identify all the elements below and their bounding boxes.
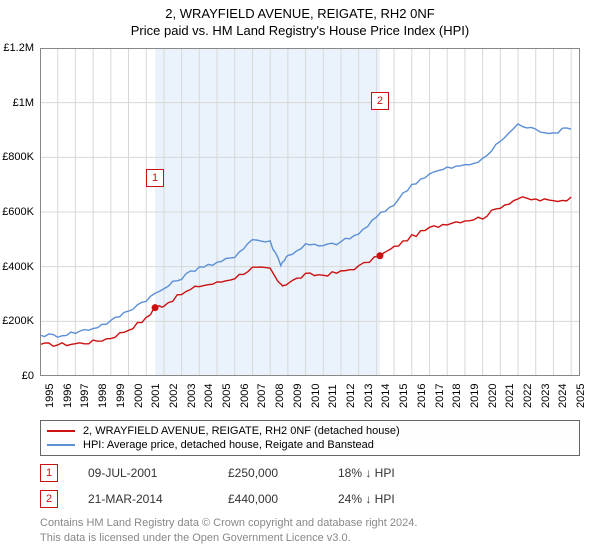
x-tick-label: 1998 xyxy=(97,384,109,408)
marker-table-row: 1 09-JUL-2001£250,00018% ↓ HPI xyxy=(40,460,580,486)
x-tick-label: 2017 xyxy=(434,384,446,408)
y-tick-label: £1.2M xyxy=(3,42,34,54)
legend-swatch xyxy=(47,430,75,432)
x-tick-label: 1995 xyxy=(44,384,56,408)
x-tick-label: 2008 xyxy=(274,384,286,408)
y-tick-label: £1M xyxy=(13,97,34,109)
x-tick-label: 2023 xyxy=(540,384,552,408)
footer-line1: Contains HM Land Registry data © Crown c… xyxy=(40,516,417,531)
marker-table-row: 2 21-MAR-2014£440,00024% ↓ HPI xyxy=(40,486,580,512)
x-tick-label: 1999 xyxy=(115,384,127,408)
legend-label: HPI: Average price, detached house, Reig… xyxy=(83,439,374,451)
x-tick-label: 2024 xyxy=(557,384,569,408)
x-tick-label: 2002 xyxy=(168,384,180,408)
legend-label: 2, WRAYFIELD AVENUE, REIGATE, RH2 0NF (d… xyxy=(83,425,400,437)
footer: Contains HM Land Registry data © Crown c… xyxy=(40,516,417,546)
chart-marker-2: 2 xyxy=(371,92,389,110)
marker-table: 1 09-JUL-2001£250,00018% ↓ HPI 2 21-MAR-201… xyxy=(40,460,580,512)
page-title: 2, WRAYFIELD AVENUE, REIGATE, RH2 0NF xyxy=(0,0,600,21)
chart-marker-1: 1 xyxy=(146,169,164,187)
x-tick-label: 2018 xyxy=(451,384,463,408)
x-tick-label: 2004 xyxy=(203,384,215,408)
x-tick-label: 2016 xyxy=(416,384,428,408)
x-tick-label: 2022 xyxy=(522,384,534,408)
marker-price: £250,000 xyxy=(228,466,338,480)
x-tick-label: 2007 xyxy=(256,384,268,408)
x-tick-label: 2020 xyxy=(487,384,499,408)
marker-date: 21-MAR-2014 xyxy=(88,492,228,506)
legend-row: HPI: Average price, detached house, Reig… xyxy=(47,438,573,452)
x-tick-label: 1996 xyxy=(62,384,74,408)
x-tick-label: 2012 xyxy=(345,384,357,408)
marker-diff: 24% ↓ HPI xyxy=(338,492,580,506)
marker-price: £440,000 xyxy=(228,492,338,506)
page-subtitle: Price paid vs. HM Land Registry's House … xyxy=(0,21,600,38)
x-axis-labels: 1995 1996 1997 1998 1999 2000 2001 2002 2003 2004… xyxy=(40,378,580,418)
legend-swatch xyxy=(47,444,75,446)
x-tick-label: 1997 xyxy=(79,384,91,408)
legend: 2, WRAYFIELD AVENUE, REIGATE, RH2 0NF (d… xyxy=(40,420,580,456)
x-tick-label: 2025 xyxy=(575,384,587,408)
chart-svg xyxy=(40,48,580,376)
x-tick-label: 2014 xyxy=(380,384,392,408)
y-tick-label: £600K xyxy=(2,206,34,218)
x-tick-label: 2019 xyxy=(469,384,481,408)
x-tick-label: 2021 xyxy=(504,384,516,408)
x-tick-label: 2005 xyxy=(221,384,233,408)
y-tick-label: £800K xyxy=(2,151,34,163)
x-tick-label: 2015 xyxy=(398,384,410,408)
x-tick-label: 2006 xyxy=(239,384,251,408)
x-tick-label: 2011 xyxy=(327,384,339,408)
x-tick-label: 2000 xyxy=(133,384,145,408)
marker-id-box: 2 xyxy=(40,490,58,508)
chart: £0£200K£400K£600K£800K£1M£1.2M 12 xyxy=(40,48,580,376)
x-tick-label: 2003 xyxy=(186,384,198,408)
marker-id-box: 1 xyxy=(40,464,58,482)
x-tick-label: 2001 xyxy=(150,384,162,408)
marker-diff: 18% ↓ HPI xyxy=(338,466,580,480)
footer-line2: This data is licensed under the Open Gov… xyxy=(40,531,417,546)
legend-row: 2, WRAYFIELD AVENUE, REIGATE, RH2 0NF (d… xyxy=(47,424,573,438)
marker-date: 09-JUL-2001 xyxy=(88,466,228,480)
x-tick-label: 2013 xyxy=(363,384,375,408)
x-tick-label: 2009 xyxy=(292,384,304,408)
y-tick-label: £400K xyxy=(2,261,34,273)
y-tick-label: £0 xyxy=(22,370,34,382)
x-tick-label: 2010 xyxy=(310,384,322,408)
y-tick-label: £200K xyxy=(2,315,34,327)
